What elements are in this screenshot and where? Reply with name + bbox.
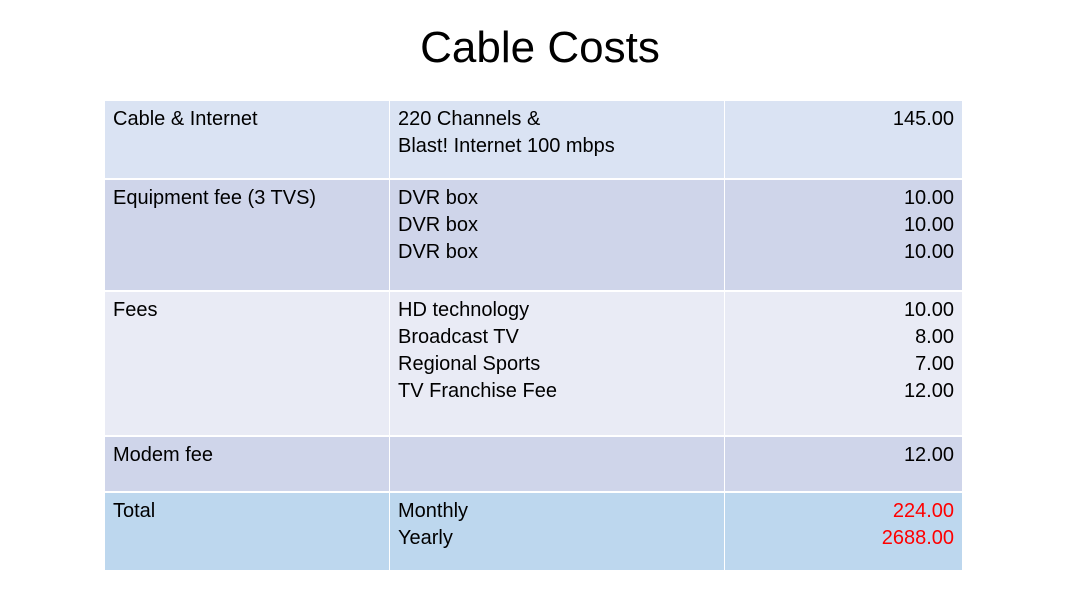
table-row: Modem fee 12.00 [105,437,962,493]
cost-table: Cable & Internet 220 Channels & Blast! Int… [105,101,962,572]
item-label: Cable & Internet [113,108,258,130]
detail-label: Regional Sports [398,353,541,375]
table-row: Fees HD technology Broadcast TV Regional Sp… [105,292,962,437]
details-cell: Monthly Yearly [390,493,725,570]
amount-cell: 145.00 [725,101,962,178]
detail-label: Broadcast TV [398,326,519,348]
amount-cell: 12.00 [725,437,962,491]
table-row: Total Monthly Yearly 224.00 2688.00 [105,493,962,572]
details-cell [390,437,725,491]
item-label: Equipment fee (3 TVS) [113,187,317,209]
amount: 8.00 [915,326,954,348]
amount: 12.00 [903,444,954,466]
item-cell: Total [105,493,390,570]
slide-title: Cable Costs [420,23,660,72]
details-cell: 220 Channels & Blast! Internet 100 mbps [390,101,725,178]
details-cell: HD technology Broadcast TV Regional Sports… [390,292,725,435]
item-cell: Fees [105,292,390,435]
detail-label: Yearly [398,527,453,549]
table-row: Equipment fee (3 TVS) DVR box DVR box DVR b… [105,180,962,292]
detail-label: Monthly [398,500,469,522]
amount-cell: 10.00 10.00 10.00 [725,180,962,290]
detail-label: HD technology [398,299,530,321]
amount: 10.00 [903,241,954,263]
item-cell: Modem fee [105,437,390,491]
amount-cell: 10.00 8.00 7.00 12.00 [725,292,962,435]
detail-label: TV Franchise Fee [398,380,557,402]
detail-label: DVR box [398,241,479,263]
item-label: Fees [113,299,158,321]
amount: 2688.00 [881,527,954,549]
detail-label: Blast! Internet 100 mbps [398,135,615,157]
amount-cell: 224.00 2688.00 [725,493,962,570]
amount: 12.00 [903,380,954,402]
detail-label: DVR box [398,214,479,236]
item-label: Modem fee [113,444,214,466]
item-cell: Cable & Internet [105,101,390,178]
amount: 7.00 [915,353,954,375]
details-cell: DVR box DVR box DVR box [390,180,725,290]
table-row: Cable & Internet 220 Channels & Blast! Int… [105,101,962,180]
item-cell: Equipment fee (3 TVS) [105,180,390,290]
item-label: Total [113,500,156,522]
amount: 10.00 [903,214,954,236]
amount: 145.00 [892,108,954,130]
amount: 224.00 [892,500,954,522]
detail-label: DVR box [398,187,479,209]
amount: 10.00 [903,187,954,209]
detail-label: 220 Channels & [398,108,541,130]
amount: 10.00 [903,299,954,321]
